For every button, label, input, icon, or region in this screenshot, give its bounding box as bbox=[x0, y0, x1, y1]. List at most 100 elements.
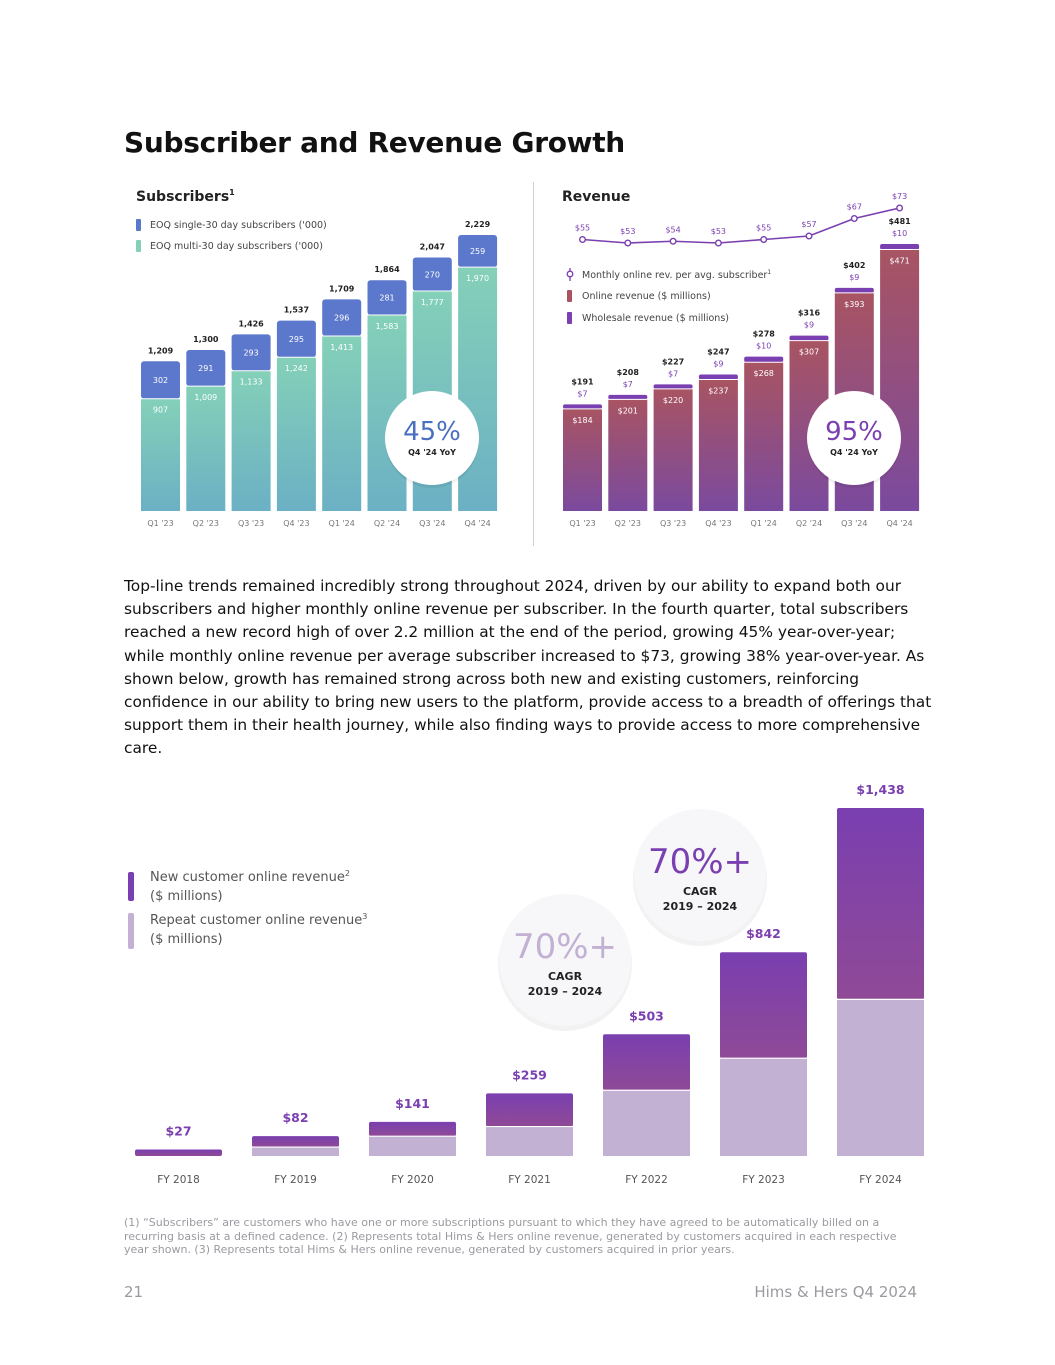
repeat-customer-bar bbox=[720, 1058, 807, 1156]
new-customer-bar bbox=[720, 952, 807, 1059]
x-tick-label: Q3 '23 bbox=[660, 519, 686, 528]
cagr-callout-strong-label: CAGR bbox=[683, 885, 718, 898]
multi-sub-label: 1,777 bbox=[421, 298, 444, 307]
multi-sub-label: 1,413 bbox=[330, 343, 353, 352]
total-sub-label: 1,709 bbox=[329, 284, 355, 293]
legend-line-marker bbox=[566, 270, 574, 278]
legend-new-unit: ($ millions) bbox=[150, 889, 223, 904]
rev-per-sub-point bbox=[714, 239, 722, 247]
wholesale-revenue-bar bbox=[563, 404, 602, 409]
x-tick-label: Q3 '23 bbox=[238, 519, 264, 528]
single-sub-label: 296 bbox=[334, 314, 349, 323]
multi-sub-bar bbox=[141, 398, 180, 511]
page-number: 21 bbox=[124, 1283, 144, 1301]
rev-per-sub-point bbox=[669, 237, 677, 245]
total-sub-label: 2,047 bbox=[420, 243, 445, 252]
wholesale-revenue-bar bbox=[834, 287, 874, 293]
total-revenue-label: $141 bbox=[395, 1096, 430, 1111]
legend-line-superscript: 1 bbox=[767, 269, 771, 276]
rev-per-sub-line bbox=[582, 207, 900, 244]
repeat-customer-bar bbox=[369, 1136, 456, 1156]
rev-per-sub-point bbox=[624, 239, 632, 247]
online-revenue-bar bbox=[608, 399, 648, 511]
x-tick-label: FY 2020 bbox=[391, 1174, 434, 1186]
multi-sub-label: 1,583 bbox=[376, 322, 399, 331]
new-customer-bar bbox=[135, 1149, 222, 1156]
x-tick-label: FY 2019 bbox=[274, 1174, 317, 1186]
repeat-customer-bar bbox=[486, 1126, 573, 1156]
legend-multi-label: EOQ multi-30 day subscribers ('000) bbox=[150, 241, 323, 252]
total-revenue-label: $27 bbox=[165, 1123, 191, 1138]
online-revenue-label: $471 bbox=[889, 257, 909, 266]
rev-per-sub-label: $67 bbox=[847, 203, 862, 212]
single-sub-label: 259 bbox=[470, 247, 485, 256]
x-tick-label: Q4 '23 bbox=[705, 519, 731, 528]
legend-multi-swatch bbox=[136, 240, 141, 252]
rev-per-sub-label: $55 bbox=[575, 224, 590, 233]
subscribers-yoy-badge-circle bbox=[385, 391, 479, 485]
single-sub-bar bbox=[276, 320, 316, 358]
single-sub-bar bbox=[231, 334, 271, 371]
subscribers-chart: Subscribers1 EOQ single-30 day subscriber… bbox=[136, 188, 498, 528]
total-sub-label: 2,229 bbox=[465, 220, 491, 229]
footer-brand: Hims & Hers Q4 2024 bbox=[754, 1283, 917, 1301]
wholesale-revenue-bar bbox=[789, 335, 829, 341]
total-sub-label: 1,864 bbox=[374, 265, 400, 274]
legend-wholesale-swatch bbox=[567, 312, 572, 324]
new-customer-bar bbox=[252, 1136, 339, 1148]
total-sub-label: 1,300 bbox=[193, 335, 219, 344]
new-customer-bar bbox=[603, 1034, 690, 1091]
revenue-yoy-badge-value: 95% bbox=[825, 417, 883, 447]
wholesale-revenue-label: $9 bbox=[804, 321, 814, 330]
online-revenue-bar bbox=[698, 379, 738, 511]
online-revenue-label: $237 bbox=[708, 386, 728, 395]
legend-new-swatch bbox=[128, 872, 134, 901]
wholesale-revenue-label: $7 bbox=[623, 380, 633, 389]
x-tick-label: FY 2021 bbox=[508, 1174, 551, 1186]
revenue-chart: Revenue $55 $53 $54 $53 $55 $57 $67 $73 Monthly o… bbox=[562, 189, 920, 528]
single-sub-label: 270 bbox=[425, 270, 440, 279]
online-revenue-label: $184 bbox=[572, 416, 592, 425]
x-tick-label: Q2 '24 bbox=[374, 519, 400, 528]
online-revenue-label: $268 bbox=[754, 369, 774, 378]
total-revenue-label: $316 bbox=[798, 309, 821, 318]
x-tick-label: FY 2022 bbox=[625, 1174, 668, 1186]
total-sub-label: 1,537 bbox=[284, 306, 309, 315]
rev-per-sub-point bbox=[850, 215, 858, 223]
chart-divider bbox=[533, 182, 534, 546]
legend-wholesale-label: Wholesale revenue ($ millions) bbox=[582, 313, 729, 324]
rev-per-sub-label: $55 bbox=[756, 224, 771, 233]
single-sub-bar bbox=[322, 299, 362, 337]
multi-sub-bar bbox=[186, 386, 226, 511]
x-tick-label: FY 2018 bbox=[157, 1174, 200, 1186]
legend-repeat-superscript: 3 bbox=[362, 912, 367, 921]
revenue-yoy-badge-circle bbox=[807, 391, 901, 485]
legend-online-label: Online revenue ($ millions) bbox=[582, 291, 711, 302]
cagr-callout-strong-value: 70%+ bbox=[648, 842, 752, 882]
x-tick-label: Q3 '24 bbox=[419, 519, 445, 528]
legend-line-label: Monthly online rev. per avg. subscriber1 bbox=[582, 269, 771, 281]
x-tick-label: Q4 '23 bbox=[283, 519, 309, 528]
footnote: (1) “Subscribers” are customers who have… bbox=[124, 1216, 897, 1256]
subscribers-yoy-badge-value: 45% bbox=[403, 417, 461, 447]
x-tick-label: FY 2023 bbox=[742, 1174, 785, 1186]
x-tick-label: Q1 '24 bbox=[329, 519, 355, 528]
x-tick-label: Q1 '23 bbox=[569, 519, 595, 528]
wholesale-revenue-bar bbox=[653, 384, 693, 389]
wholesale-revenue-bar bbox=[744, 356, 784, 363]
online-revenue-label: $220 bbox=[663, 396, 683, 405]
x-tick-label: Q1 '24 bbox=[751, 519, 777, 528]
multi-sub-bar bbox=[276, 357, 316, 511]
legend-single-label: EOQ single-30 day subscribers ('000) bbox=[150, 220, 327, 231]
repeat-customer-bar bbox=[837, 999, 924, 1156]
wholesale-revenue-bar bbox=[608, 394, 648, 400]
single-sub-label: 293 bbox=[243, 349, 258, 358]
legend-new-superscript: 2 bbox=[345, 869, 350, 878]
total-revenue-label: $259 bbox=[512, 1067, 547, 1082]
subscribers-yoy-badge-caption: Q4 '24 YoY bbox=[408, 448, 456, 457]
revenue-yoy-badge-caption: Q4 '24 YoY bbox=[830, 448, 878, 457]
rev-per-sub-label: $54 bbox=[665, 225, 680, 234]
single-sub-bar bbox=[412, 257, 452, 291]
single-sub-label: 302 bbox=[153, 376, 168, 385]
total-revenue-label: $247 bbox=[707, 347, 729, 356]
